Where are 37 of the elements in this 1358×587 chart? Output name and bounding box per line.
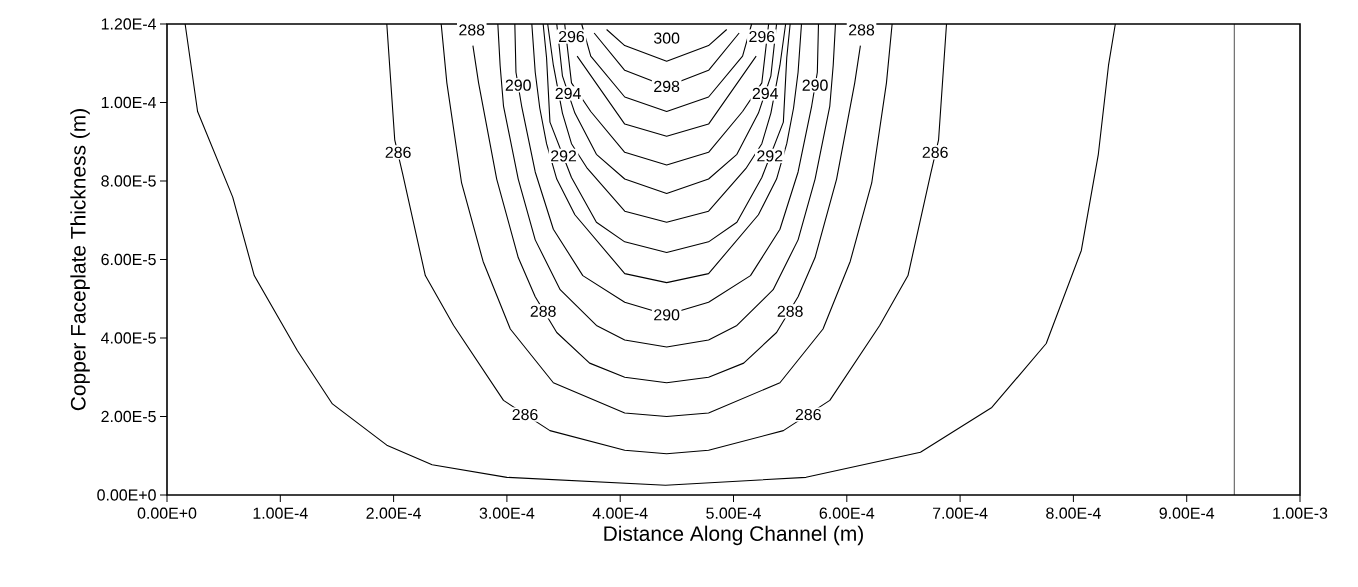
annotation: 288 [530,305,556,317]
x-tick-label: 5.00E-4 [706,507,761,519]
y-tick-label: 4.00E-5 [101,332,156,344]
annotation: 286 [385,146,411,158]
x-tick-label: 0.00E+0 [137,507,197,519]
x-tick-label: 1.00E-4 [253,507,308,519]
annotation: 294 [555,87,581,100]
annotation: 292 [551,150,577,162]
y-axis-title: Copper Faceplate Thickness (m) [70,109,90,411]
annotation: 288 [459,24,485,36]
annotation: 288 [849,24,875,36]
x-tick-label: 9.00E-4 [1159,507,1215,519]
x-axis-title: Distance Along Channel (m) [604,525,863,546]
annotation: 288 [777,305,803,317]
y-tick-label: 1.20E-4 [101,18,156,30]
y-tick-label: 1.00E-4 [101,96,156,109]
annotation: 296 [558,30,585,43]
x-tick-label: 8.00E-4 [1046,507,1101,519]
annotation: 286 [512,408,538,421]
annotation: 292 [757,150,783,162]
x-tick-label: 4.00E-4 [592,507,648,519]
y-tick-label: 2.00E-5 [101,410,156,423]
y-tick-label: 6.00E-5 [101,253,156,266]
annotation: 300 [653,32,680,44]
x-tick-label: 6.00E-4 [819,507,875,519]
y-tick-label: 8.00E-5 [101,175,156,187]
y-tick-label: 0.00E+0 [97,489,156,501]
annotation: 286 [922,146,948,158]
x-tick-label: 7.00E-4 [933,507,988,519]
annotation: 286 [795,408,821,421]
annotation: 290 [802,79,828,91]
annotation: 294 [752,87,779,100]
x-tick-label: 2.00E-4 [366,507,422,519]
x-tick-label: 1.00E-3 [1273,507,1328,519]
annotation: 290 [505,79,531,91]
x-tick-label: 3.00E-4 [479,507,535,519]
annotation: 296 [749,30,775,43]
